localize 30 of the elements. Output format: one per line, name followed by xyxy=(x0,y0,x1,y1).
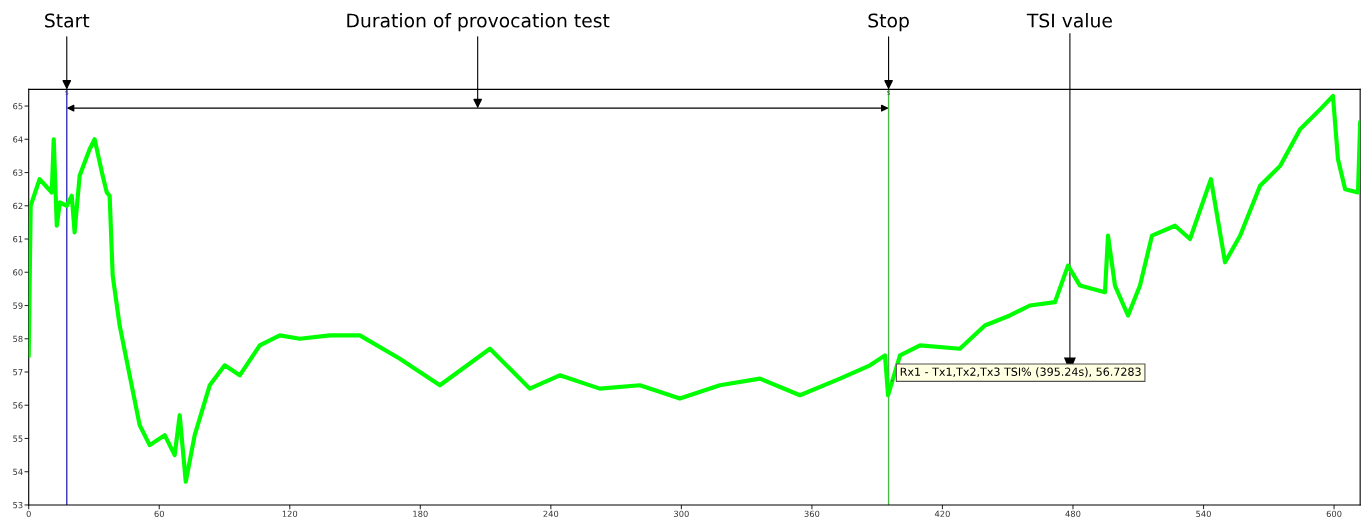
y-tick-label: 56 xyxy=(13,402,23,409)
y-tick-label: 57 xyxy=(13,369,23,376)
y-tick-label: 54 xyxy=(13,468,23,475)
x-tick-label: 300 xyxy=(674,510,689,517)
x-tick-label: 420 xyxy=(934,510,950,517)
y-tick-label: 55 xyxy=(13,435,23,442)
x-tick-label: 600 xyxy=(1326,510,1342,517)
text: Duration of provocation test xyxy=(347,13,610,32)
x-tick-label: 60 xyxy=(154,510,164,517)
y-tick-label: 61 xyxy=(13,236,23,243)
x-tick-label: 240 xyxy=(543,510,559,517)
text: Stop xyxy=(868,13,909,32)
x-tick-label: 480 xyxy=(1065,510,1081,517)
x-tick-label: 120 xyxy=(282,510,298,517)
text: Start xyxy=(45,13,90,28)
y-tick-label: 63 xyxy=(13,169,23,176)
x-tick-label: 180 xyxy=(413,510,428,517)
y-tick-label: 59 xyxy=(13,302,23,309)
text: TSI value xyxy=(1026,13,1112,28)
y-tick-label: 60 xyxy=(13,269,23,276)
x-tick-label: 360 xyxy=(804,510,820,517)
y-tick-label: 62 xyxy=(13,202,23,210)
x-tick-label: 0 xyxy=(26,510,31,517)
y-tick-label: 53 xyxy=(13,501,23,509)
y-tick-label: 65 xyxy=(13,103,23,110)
line-series xyxy=(28,93,1361,484)
y-tick-label: 58 xyxy=(13,335,23,343)
x-tick-label: 540 xyxy=(1196,510,1211,517)
y-tick-label: 64 xyxy=(13,136,23,143)
annotation: Rx1 - Tx1,Tx2,Tx3 TSI% (395.24s), 56.7283 xyxy=(900,367,1141,378)
